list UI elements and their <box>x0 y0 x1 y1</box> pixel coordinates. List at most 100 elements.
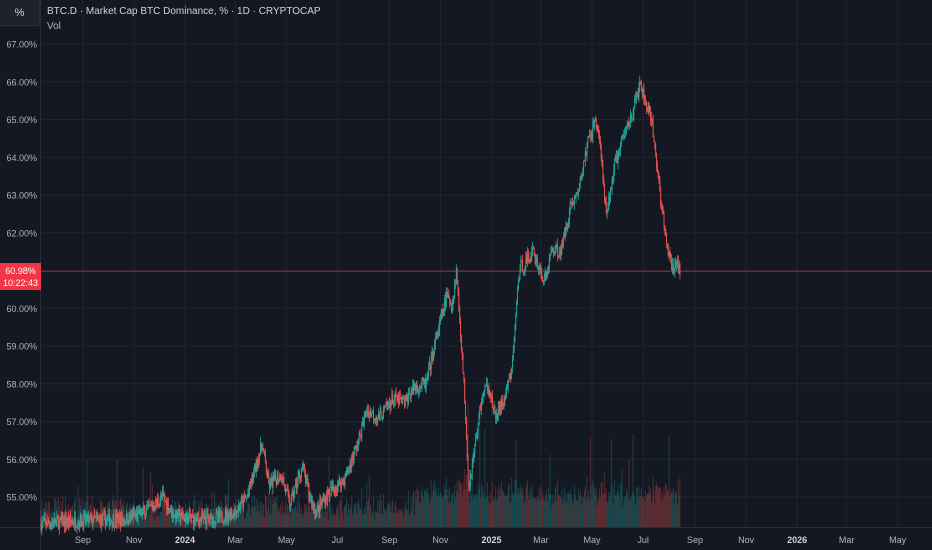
candle-body <box>666 234 667 245</box>
candle-body <box>630 114 631 123</box>
candle-body <box>75 527 77 528</box>
volume-bar <box>148 515 150 527</box>
candle-body <box>40 523 42 531</box>
volume-bar <box>300 514 302 527</box>
candle-body <box>214 521 216 523</box>
candle-body <box>342 478 343 481</box>
candle-body <box>538 267 540 270</box>
volume-bar <box>306 505 307 527</box>
volume-bar <box>452 493 454 527</box>
candle-body <box>187 515 189 525</box>
volume-bar <box>245 508 247 527</box>
volume-bar <box>450 498 452 527</box>
candle-body <box>567 224 569 229</box>
volume-bar <box>586 476 588 527</box>
volume-bar <box>558 494 560 527</box>
candle-body <box>359 432 361 436</box>
volume-bar <box>547 500 549 527</box>
volume-bar <box>364 507 366 527</box>
candle-body <box>509 374 511 378</box>
candle-body <box>241 499 243 501</box>
volume-bar <box>637 498 639 527</box>
candle-body <box>400 398 402 399</box>
candle-body <box>84 514 85 516</box>
y-tick-label: 56.00% <box>6 455 37 465</box>
candle-body <box>550 251 552 255</box>
candle-body <box>68 518 70 525</box>
volume-bar <box>307 471 309 527</box>
candle-body <box>328 491 330 498</box>
candle-body <box>537 267 539 269</box>
candle-body <box>613 170 615 181</box>
x-tick-label: May <box>889 535 907 545</box>
candle-body <box>443 309 445 313</box>
candle-body <box>112 516 114 526</box>
candle-body <box>482 392 484 399</box>
volume-bar <box>100 498 101 527</box>
volume-bar <box>338 518 340 527</box>
candle-body <box>663 213 665 226</box>
candle-body <box>190 517 192 519</box>
candle-body <box>89 516 91 518</box>
volume-bar <box>631 492 633 527</box>
volume-bar <box>350 504 352 527</box>
volume-bar <box>570 498 572 527</box>
candle-body <box>491 396 492 399</box>
volume-bar <box>388 503 389 527</box>
volume-bar <box>599 497 601 527</box>
volume-bar <box>275 497 276 527</box>
candle-body <box>348 467 350 470</box>
candle-body <box>306 477 307 483</box>
candle-body <box>375 418 377 420</box>
candle-body <box>467 456 469 471</box>
volume-indicator-label[interactable]: Vol <box>47 21 61 32</box>
volume-bar <box>589 500 590 527</box>
volume-bar <box>285 502 286 527</box>
candle-body <box>604 183 606 201</box>
candle-body <box>325 496 327 505</box>
volume-bar <box>548 492 550 527</box>
candle-body <box>558 255 559 257</box>
candle-body <box>354 447 356 450</box>
candle-body <box>368 412 370 417</box>
volume-bar <box>426 487 428 527</box>
volume-bar <box>325 501 327 527</box>
candle-body <box>635 98 637 100</box>
candle-body <box>622 137 624 138</box>
candle-body <box>496 414 497 420</box>
volume-bar <box>464 469 466 527</box>
volume-bar <box>643 496 645 527</box>
volume-bar <box>403 508 405 527</box>
volume-bar <box>573 485 575 527</box>
candle-body <box>553 248 554 252</box>
candle-body <box>615 156 616 161</box>
candle-body <box>495 411 497 420</box>
candle-body <box>126 513 128 524</box>
volume-bar <box>510 500 512 527</box>
candle-body <box>470 474 472 486</box>
candle-body <box>204 514 206 520</box>
candle-body <box>644 98 646 101</box>
candle-body <box>429 363 431 370</box>
candle-body <box>678 263 680 271</box>
volume-bar <box>259 501 261 527</box>
candle-body <box>417 389 419 393</box>
candle-body <box>539 266 541 270</box>
candle-body <box>175 514 177 522</box>
candle-body <box>315 514 317 517</box>
candle-body <box>604 200 606 202</box>
candle-body <box>45 520 47 525</box>
volume-bar <box>336 509 338 527</box>
candle-body <box>367 410 369 417</box>
symbol-menu-button[interactable]: % <box>0 0 40 26</box>
volume-bar <box>110 509 112 527</box>
candle-body <box>201 513 203 522</box>
volume-bar <box>420 490 422 527</box>
candle-body <box>276 475 278 486</box>
candle-body <box>362 422 364 424</box>
candle-body <box>107 517 109 518</box>
candle-body <box>575 192 577 197</box>
volume-bar <box>58 507 60 527</box>
volume-bar <box>666 491 668 527</box>
